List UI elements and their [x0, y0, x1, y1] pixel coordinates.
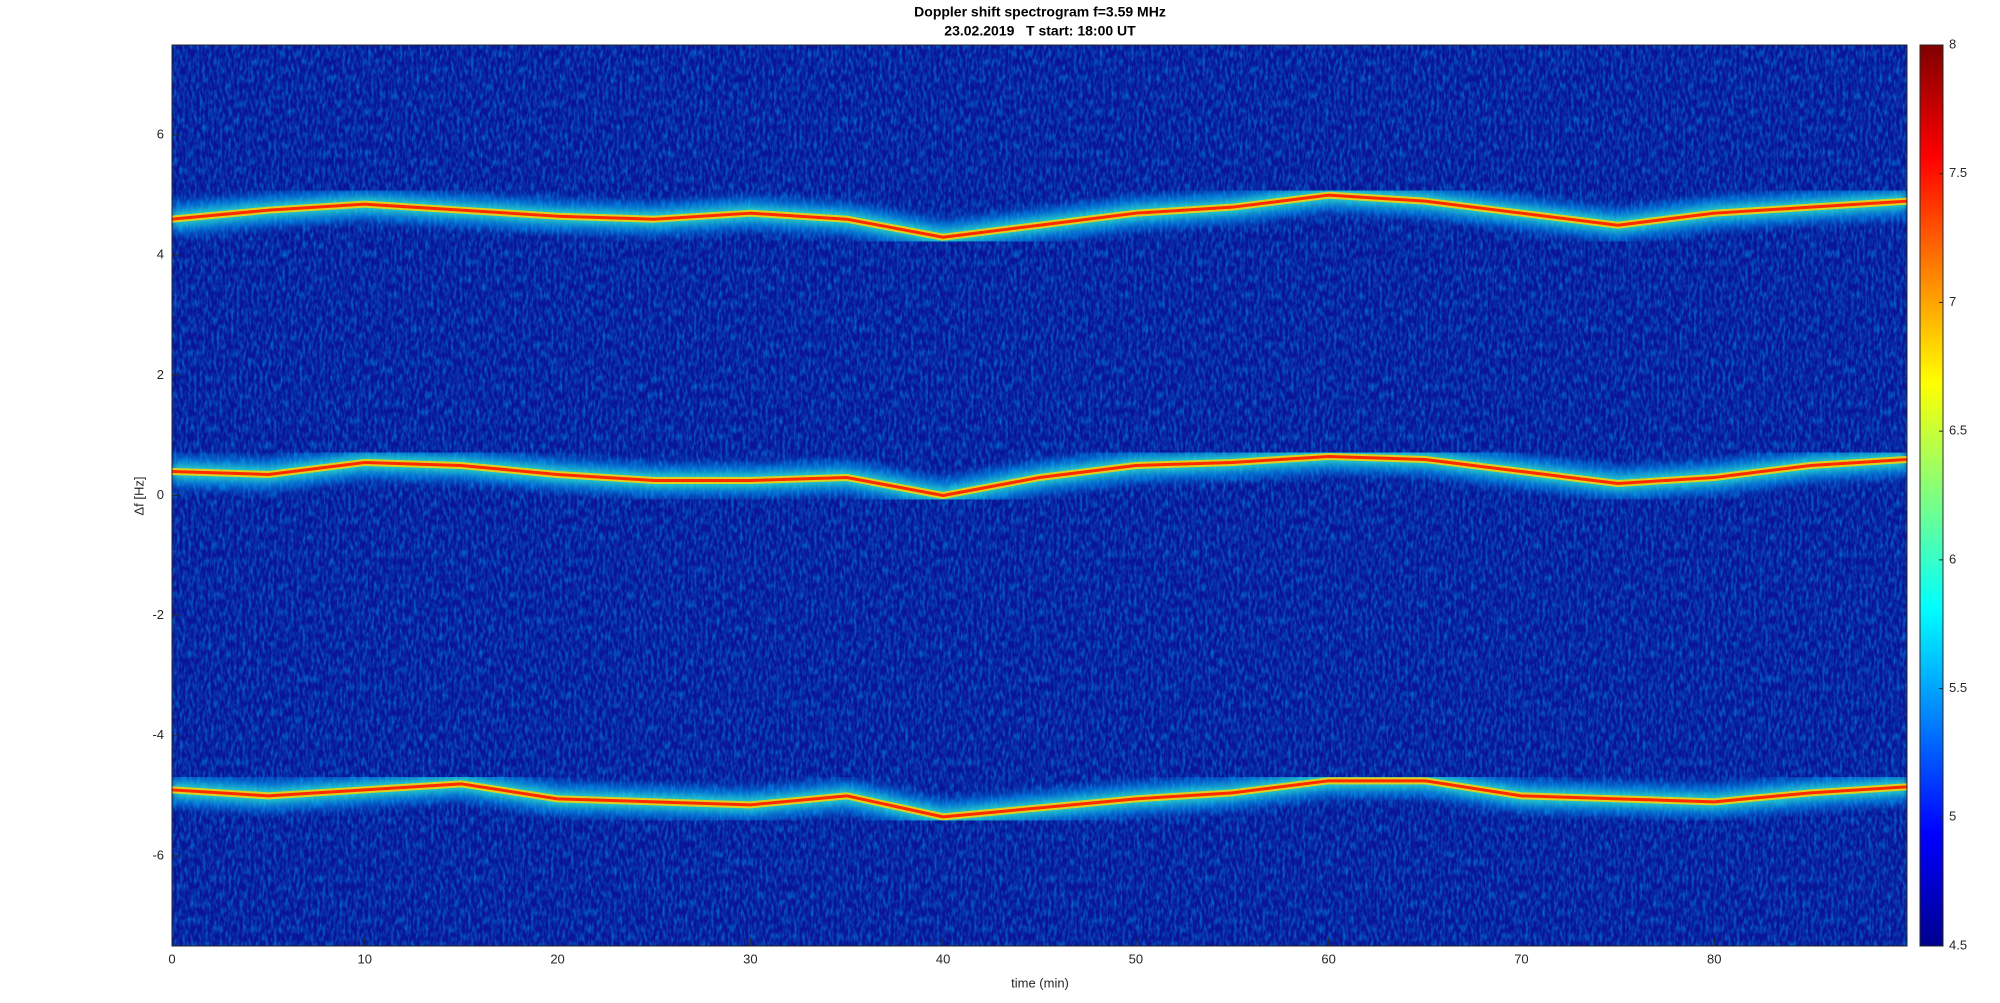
x-axis-label: time (min)	[1011, 975, 1069, 990]
y-tick-label: 6	[157, 127, 164, 142]
colorbar-tick-label: 7	[1949, 294, 1956, 309]
band-ridge	[172, 193, 1907, 239]
colorbar-tick-label: 8	[1949, 36, 1956, 51]
x-tick-label: 0	[168, 951, 175, 966]
y-tick-label: -4	[152, 727, 164, 742]
chart-subtitle: 23.02.2019 T start: 18:00 UT	[944, 23, 1136, 39]
chart-title: Doppler shift spectrogram f=3.59 MHz	[914, 4, 1166, 20]
colorbar-tick-label: 4.5	[1949, 937, 1967, 952]
band-ridge	[172, 779, 1907, 819]
bands	[172, 178, 1907, 834]
y-tick-label: 4	[157, 247, 164, 262]
y-tick-label: 0	[157, 487, 164, 502]
colorbar-tick-label: 6.5	[1949, 423, 1967, 438]
colorbar-tick-label: 6	[1949, 551, 1956, 566]
band-ridge	[172, 454, 1907, 497]
x-tick-label: 80	[1707, 951, 1721, 966]
colorbar-tick-label: 5	[1949, 809, 1956, 824]
x-tick-label: 40	[936, 951, 950, 966]
colorbar-tick-label: 7.5	[1949, 165, 1967, 180]
x-tick-label: 60	[1321, 951, 1335, 966]
x-tick-label: 10	[358, 951, 372, 966]
x-tick-label: 50	[1129, 951, 1143, 966]
y-tick-label: -6	[152, 847, 164, 862]
colorbar-tick-label: 5.5	[1949, 680, 1967, 695]
x-tick-label: 20	[550, 951, 564, 966]
x-tick-label: 30	[743, 951, 757, 966]
y-tick-label: -2	[152, 607, 164, 622]
y-tick-label: 2	[157, 367, 164, 382]
colorbar	[1919, 44, 1944, 947]
x-tick-label: 70	[1514, 951, 1528, 966]
y-axis-label: Δf [Hz]	[131, 476, 146, 515]
